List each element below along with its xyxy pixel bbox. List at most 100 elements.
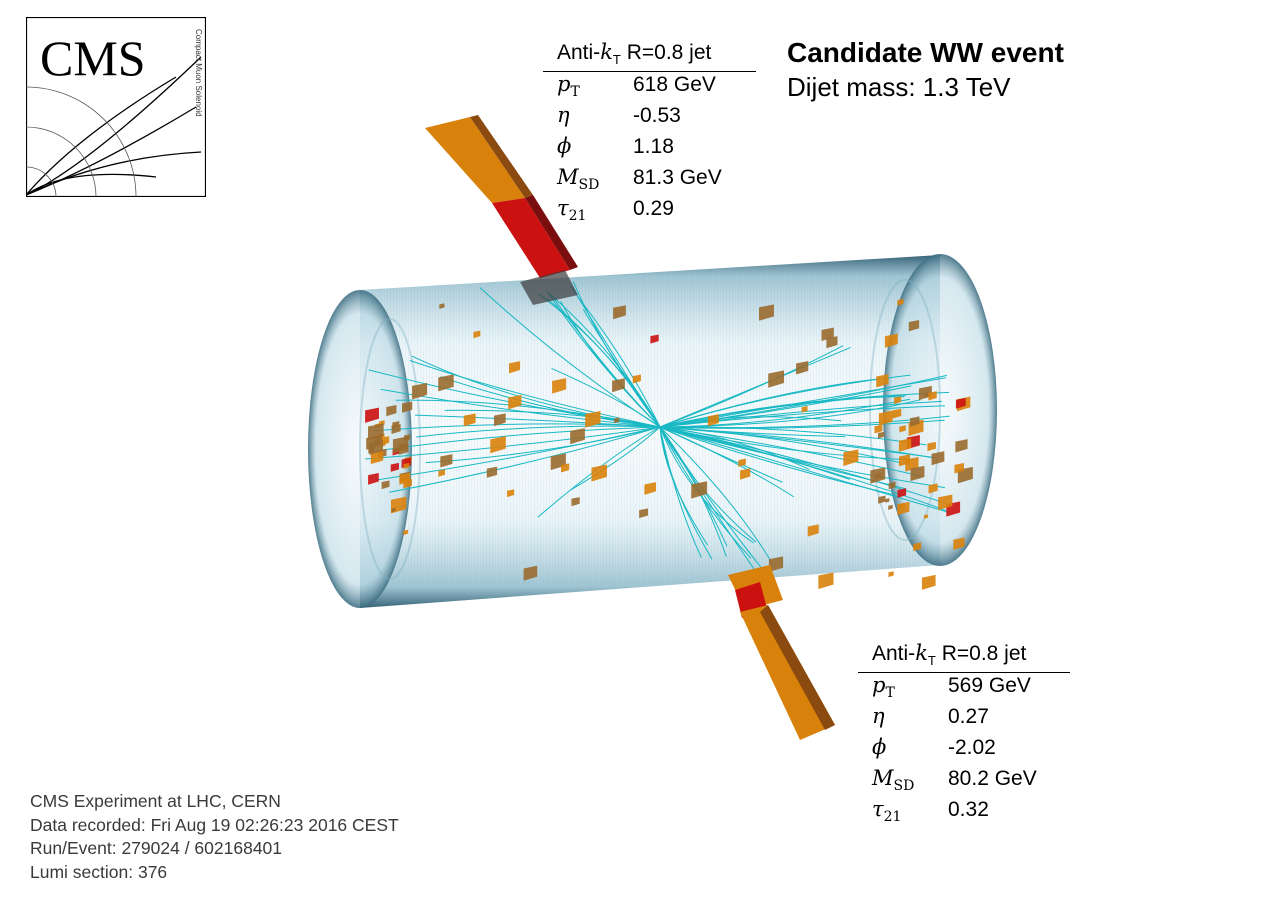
symbol-eta: η — [872, 704, 885, 729]
value-pt: 618 GeV — [633, 73, 716, 97]
jet-info-upper: Anti-kT R=0.8 jet pT 618 GeV η -0.53 ϕ 1.18… — [543, 40, 756, 227]
header-sub: T — [612, 52, 621, 68]
symbol-sub: 21 — [568, 208, 587, 225]
calorimeter-cell — [892, 408, 902, 419]
jet-tower-upper — [425, 115, 578, 305]
track — [659, 426, 775, 568]
jet-header: Anti-kT R=0.8 jet — [543, 40, 756, 73]
calorimeter-cell — [888, 504, 893, 510]
calorimeter-cell — [758, 304, 774, 321]
symbol-pt: p — [872, 673, 886, 698]
calorimeter-cell — [560, 463, 570, 473]
value-pt: 569 GeV — [948, 674, 1031, 698]
calorimeter-cell — [369, 439, 383, 455]
track — [659, 426, 927, 446]
calorimeter-cell — [585, 410, 601, 428]
jet-row-tau21: τ21 0.32 — [858, 797, 1070, 828]
symbol-sub: SD — [578, 177, 600, 194]
symbol-phi: ϕ — [872, 735, 887, 760]
calorimeter-cell — [391, 507, 396, 513]
calorimeter-cell — [440, 454, 453, 468]
calorimeter-cell — [403, 529, 409, 536]
track — [425, 426, 661, 464]
track — [546, 290, 661, 428]
calorimeter-cell — [707, 414, 719, 427]
calorimeter-cell — [921, 574, 936, 590]
symbol-sub: T — [885, 685, 895, 702]
calorimeter-cell — [877, 431, 885, 439]
jet-row-pt: pT 618 GeV — [543, 72, 756, 103]
symbol-phi: ϕ — [557, 134, 572, 159]
calorimeter-cell — [924, 392, 930, 398]
calorimeter-cell — [955, 439, 968, 453]
value-tau21: 0.29 — [633, 197, 674, 221]
jet-row-msd: MSD 81.3 GeV — [543, 165, 756, 196]
calorimeter-cell — [843, 449, 859, 466]
calorimeter-cell — [801, 406, 808, 413]
calorimeter-cell — [507, 489, 515, 498]
jet-row-pt: pT 569 GeV — [858, 673, 1070, 704]
symbol-eta: η — [557, 103, 570, 128]
header-prefix: Anti- — [557, 41, 601, 64]
track — [659, 396, 905, 428]
track — [411, 355, 661, 428]
logo-text: CMS — [40, 30, 146, 86]
jet-row-eta: η -0.53 — [543, 103, 756, 134]
symbol-tau: τ — [557, 196, 569, 221]
track — [415, 414, 661, 428]
track — [659, 426, 713, 560]
track — [395, 399, 661, 428]
symbol-msd: M — [557, 165, 579, 190]
track — [570, 426, 661, 491]
calorimeter-cell — [908, 319, 920, 332]
calorimeter-cell — [365, 407, 379, 423]
jet-row-eta: η 0.27 — [858, 704, 1070, 735]
calorimeter-cell — [570, 428, 585, 445]
track — [659, 426, 762, 580]
calorimeter-cell — [381, 480, 390, 490]
calorimeter-cell — [494, 413, 506, 427]
track — [659, 426, 783, 483]
track — [537, 426, 661, 518]
jet-row-msd: MSD 80.2 GeV — [858, 766, 1070, 797]
jet-row-tau21: τ21 0.29 — [543, 196, 756, 227]
calorimeter-cell — [632, 374, 641, 384]
calorimeter-cell — [523, 565, 538, 581]
calorimeter-cell — [438, 469, 446, 477]
calorimeter-cell — [928, 483, 938, 494]
track — [440, 376, 661, 428]
calorimeter-cell — [486, 466, 498, 478]
track — [409, 360, 661, 428]
calorimeter-cell — [391, 423, 401, 434]
calorimeter-cell — [412, 382, 428, 400]
track — [659, 346, 851, 428]
calorimeter-cell — [818, 572, 834, 590]
calorimeter-cell — [614, 417, 620, 424]
calorimeter-cell — [439, 303, 445, 309]
calorimeter-cell — [876, 374, 889, 388]
calorimeter-cell — [826, 336, 838, 349]
track — [659, 426, 810, 470]
calorimeter-cell — [738, 458, 746, 467]
calorimeter-cell — [938, 494, 953, 511]
calorimeter-cell — [884, 333, 898, 348]
track — [416, 425, 661, 438]
track — [365, 426, 661, 460]
event-title: Candidate WW event — [787, 37, 1064, 68]
dijet-mass: Dijet mass: 1.3 TeV — [787, 72, 1011, 102]
calorimeter-cell — [399, 472, 411, 485]
calorimeter-cell — [691, 481, 708, 499]
calorimeter-cell — [928, 391, 937, 401]
calorimeter-cell — [878, 495, 886, 504]
calorimeter-cell — [401, 401, 413, 413]
calorimeter-cell — [913, 542, 922, 552]
value-phi: 1.18 — [633, 135, 674, 159]
calorimeter-cell — [390, 462, 399, 472]
calorimeter-cell — [931, 451, 945, 466]
calorimeter-cell — [898, 438, 912, 452]
jet-tower-lower — [728, 565, 835, 740]
track — [659, 426, 851, 480]
calorimeter-cell — [927, 441, 936, 452]
calorimeter-cell — [403, 462, 410, 470]
calorimeter-cell — [899, 425, 906, 433]
